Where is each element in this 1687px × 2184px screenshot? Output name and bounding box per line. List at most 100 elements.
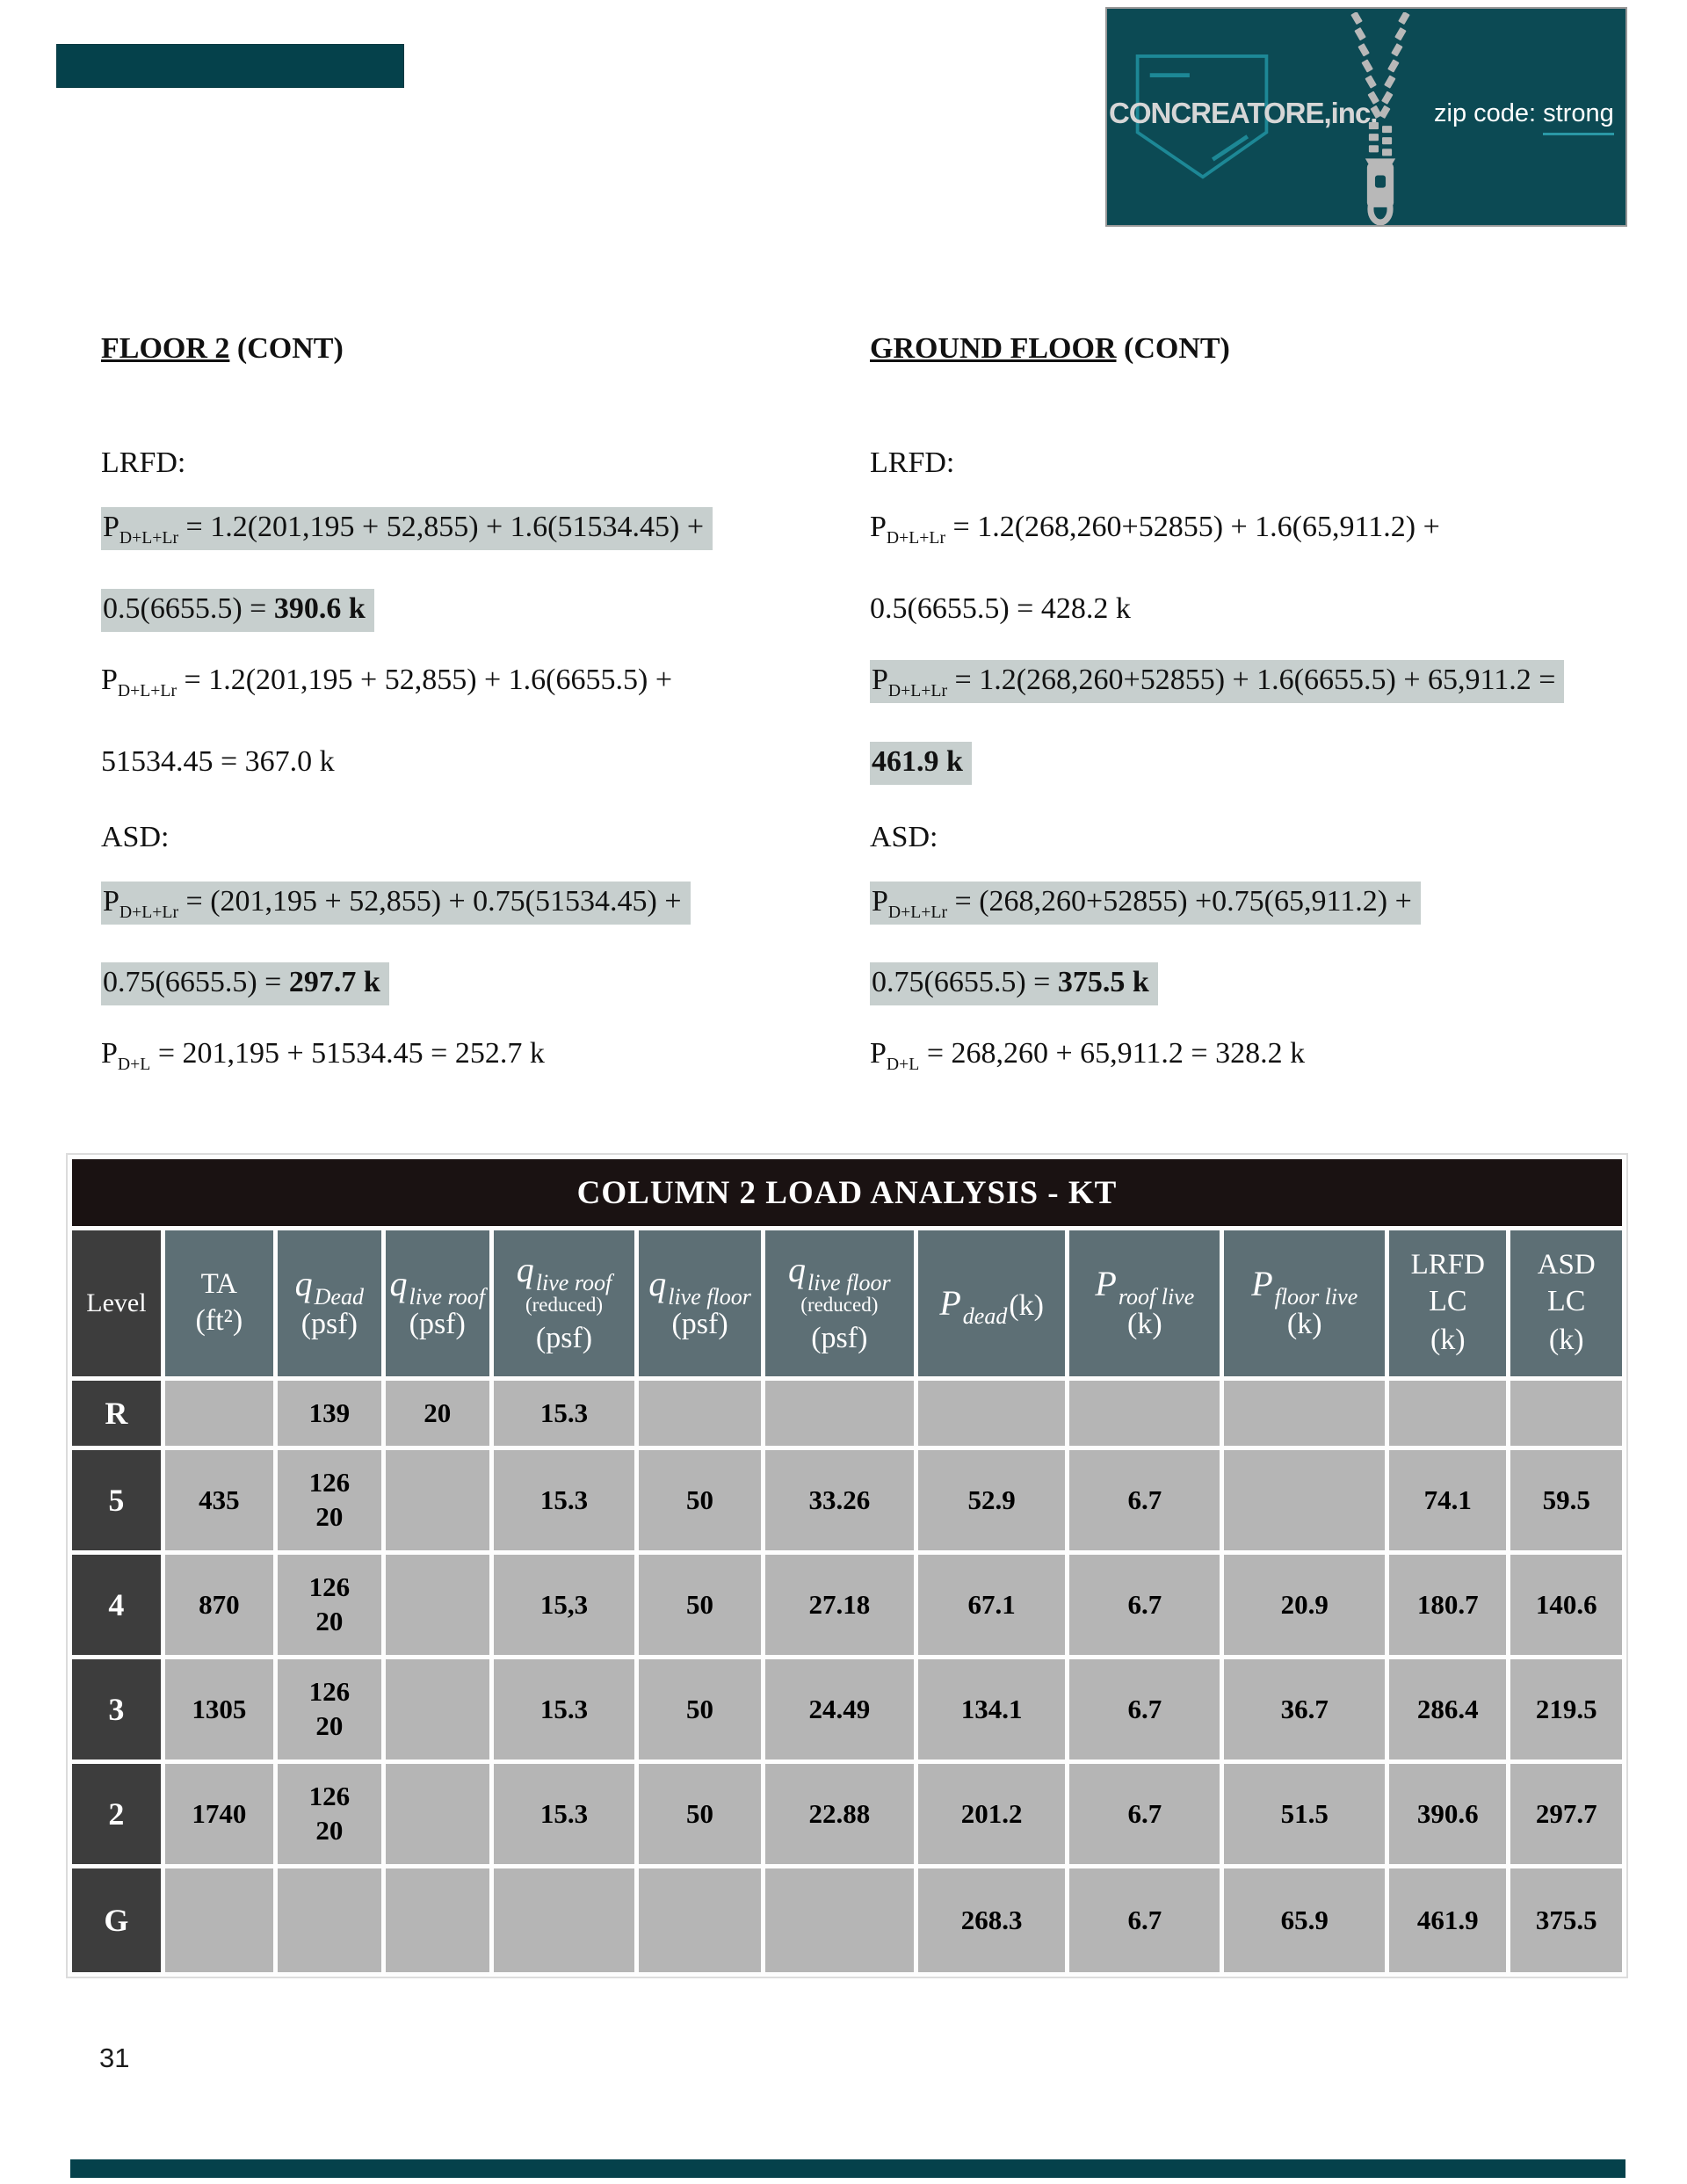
table-cell	[385, 1868, 489, 1972]
table-cell: 36.7	[1224, 1659, 1386, 1760]
equation-line: 0.75(6655.5) = 375.5 k	[870, 959, 1643, 1006]
table-cell	[385, 1659, 489, 1760]
table-cell	[1224, 1381, 1386, 1446]
load-analysis-table: COLUMN 2 LOAD ANALYSIS - KT Level TA (ft…	[66, 1153, 1628, 1978]
table-cell	[164, 1868, 273, 1972]
level-cell: R	[72, 1381, 161, 1446]
equation-line: 0.5(6655.5) = 428.2 k	[870, 591, 1131, 625]
tagline-prefix: zip code:	[1434, 99, 1544, 127]
equation-line: PD+L+Lr = (201,195 + 52,855) + 0.75(5153…	[101, 878, 839, 936]
ground-lrfd-label: LRFD:	[870, 446, 955, 479]
table-header-row: Level TA (ft²) qDead (psf) qlive roof (p…	[72, 1230, 1622, 1376]
table-cell: 6.7	[1069, 1868, 1220, 1972]
table-row-level3: 3 1305 126 20 15.3 50 24.49 134.1 6.7 36…	[72, 1659, 1622, 1760]
floor2-lrfd-label: LRFD:	[101, 446, 186, 479]
table-cell: 390.6	[1389, 1764, 1507, 1864]
table-cell: 461.9	[1389, 1868, 1507, 1972]
level-cell: 5	[72, 1450, 161, 1550]
tagline-emphasis: strong	[1543, 99, 1614, 135]
level-cell: 2	[72, 1764, 161, 1864]
table-cell: 50	[639, 1555, 761, 1655]
table-cell	[1224, 1450, 1386, 1550]
table-cell	[917, 1381, 1066, 1446]
table-cell: 139	[277, 1381, 381, 1446]
column-header-p-floor-live: Pfloor live (k)	[1224, 1230, 1386, 1376]
table-cell: 15,3	[493, 1555, 635, 1655]
logo-tagline: zip code: strong	[1434, 99, 1623, 135]
equation-line: PD+L+Lr = 1.2(201,195 + 52,855) + 1.6(51…	[101, 504, 839, 562]
table-cell	[764, 1381, 914, 1446]
table-cell: 134.1	[917, 1659, 1066, 1760]
zipper-icon	[1350, 12, 1410, 225]
table-cell: 1740	[164, 1764, 273, 1864]
table-cell: 24.49	[764, 1659, 914, 1760]
table-cell: 50	[639, 1450, 761, 1550]
floor2-heading: FLOOR 2 (CONT)	[101, 332, 344, 365]
column-header-q-live-floor: qlive floor (psf)	[639, 1230, 761, 1376]
equation-line: PD+L+Lr = 1.2(201,195 + 52,855) + 1.6(66…	[101, 663, 673, 700]
table-cell: 15.3	[493, 1450, 635, 1550]
column-header-q-dead: qDead (psf)	[277, 1230, 381, 1376]
table-row-level4: 4 870 126 20 15,3 50 27.18 67.1 6.7 20.9…	[72, 1555, 1622, 1655]
table-cell	[639, 1868, 761, 1972]
table-cell: 50	[639, 1764, 761, 1864]
ground-floor-section: GROUND FLOOR (CONT) LRFD: PD+L+Lr = 1.2(…	[870, 332, 1643, 1088]
table-row-level2: 2 1740 126 20 15.3 50 22.88 201.2 6.7 51…	[72, 1764, 1622, 1864]
equation-line: PD+L+Lr = (268,260+52855) +0.75(65,911.2…	[870, 878, 1643, 936]
table-cell: 126 20	[277, 1555, 381, 1655]
header-accent-bar	[56, 44, 404, 88]
table-cell	[764, 1868, 914, 1972]
column-header-p-dead: Pdead(k)	[917, 1230, 1066, 1376]
table-cell: 6.7	[1069, 1555, 1220, 1655]
company-name: CONCREATORE,inc.	[1109, 97, 1378, 129]
table-cell	[385, 1450, 489, 1550]
table-cell: 286.4	[1389, 1659, 1507, 1760]
table-cell	[164, 1381, 273, 1446]
table-cell: 180.7	[1389, 1555, 1507, 1655]
table-cell: 6.7	[1069, 1450, 1220, 1550]
table-cell: 219.5	[1510, 1659, 1622, 1760]
table-cell	[1389, 1381, 1507, 1446]
column-header-q-live-roof-reduced: qlive roof (reduced) (psf)	[493, 1230, 635, 1376]
table-cell: 20	[385, 1381, 489, 1446]
table-cell	[277, 1868, 381, 1972]
floor2-asd-label: ASD:	[101, 820, 170, 853]
column-header-p-roof-live: Proof live (k)	[1069, 1230, 1220, 1376]
table-cell: 435	[164, 1450, 273, 1550]
page-number: 31	[99, 2043, 130, 2073]
table-cell: 15.3	[493, 1764, 635, 1864]
equation-line: PD+L+Lr = 1.2(268,260+52855) + 1.6(6655.…	[870, 657, 1643, 715]
equation-line: 0.75(6655.5) = 297.7 k	[101, 959, 839, 1006]
column-header-level: Level	[72, 1230, 161, 1376]
table-cell: 870	[164, 1555, 273, 1655]
table-cell: 27.18	[764, 1555, 914, 1655]
level-cell: 4	[72, 1555, 161, 1655]
table-cell: 15.3	[493, 1381, 635, 1446]
table-row-ground: G 268.3 6.7 65.9 461.9 375.5	[72, 1868, 1622, 1972]
column-header-q-live-floor-reduced: qlive floor (reduced) (psf)	[764, 1230, 914, 1376]
table-cell	[1069, 1381, 1220, 1446]
table-cell: 50	[639, 1659, 761, 1760]
table-cell: 33.26	[764, 1450, 914, 1550]
table-cell: 6.7	[1069, 1764, 1220, 1864]
ground-asd-label: ASD:	[870, 820, 938, 853]
table-cell: 126 20	[277, 1659, 381, 1760]
level-cell: 3	[72, 1659, 161, 1760]
equation-line: PD+L+Lr = 1.2(268,260+52855) + 1.6(65,91…	[870, 511, 1440, 548]
table-cell	[385, 1555, 489, 1655]
table-cell: 67.1	[917, 1555, 1066, 1655]
table-cell: 74.1	[1389, 1450, 1507, 1550]
table-title: COLUMN 2 LOAD ANALYSIS - KT	[72, 1159, 1622, 1226]
table-cell: 268.3	[917, 1868, 1066, 1972]
column-header-lrfd-lc: LRFD LC (k)	[1389, 1230, 1507, 1376]
table-cell: 59.5	[1510, 1450, 1622, 1550]
table-row-level5: 5 435 126 20 15.3 50 33.26 52.9 6.7 74.1…	[72, 1450, 1622, 1550]
table-cell: 126 20	[277, 1764, 381, 1864]
table-cell: 201.2	[917, 1764, 1066, 1864]
table-cell	[1510, 1381, 1622, 1446]
table-cell: 297.7	[1510, 1764, 1622, 1864]
table-cell: 22.88	[764, 1764, 914, 1864]
equation-line: PD+L = 268,260 + 65,911.2 = 328.2 k	[870, 1037, 1306, 1075]
column-header-asd-lc: ASD LC (k)	[1510, 1230, 1622, 1376]
